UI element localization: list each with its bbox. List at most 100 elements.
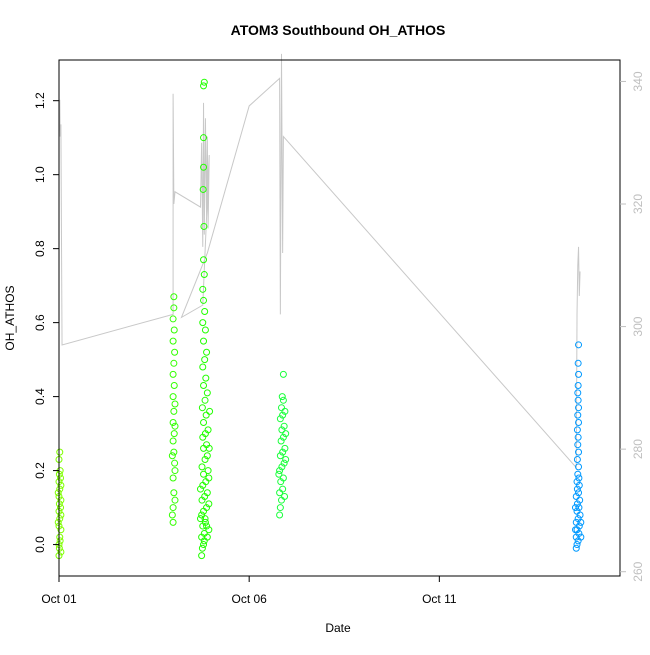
data-point-s0-21 — [57, 504, 65, 512]
data-point-s2-37 — [199, 319, 207, 327]
data-point-s3-12 — [281, 444, 289, 452]
data-point-s4-14 — [572, 492, 580, 500]
data-point-s4-36 — [577, 533, 585, 541]
data-point-s4-24 — [574, 441, 582, 449]
x-tick-label-2: Oct 11 — [422, 592, 457, 606]
data-point-s4-27 — [575, 418, 583, 426]
data-point-s1-19 — [170, 304, 178, 312]
data-point-s4-10 — [573, 507, 581, 515]
data-point-s3-25 — [275, 470, 283, 478]
data-point-s1-0 — [169, 518, 177, 526]
data-point-s3-27 — [281, 407, 289, 415]
data-point-s4-16 — [573, 485, 581, 493]
data-point-s3-8 — [278, 463, 286, 471]
data-point-s2-38 — [201, 308, 209, 316]
data-point-s3-16 — [280, 422, 288, 430]
data-point-s3-1 — [276, 504, 284, 512]
data-point-s2-33 — [201, 356, 209, 364]
data-point-s1-9 — [170, 407, 178, 415]
data-point-s1-14 — [170, 359, 178, 367]
data-point-s3-14 — [279, 433, 287, 441]
y2-tick-label-3: 320 — [631, 194, 645, 214]
plot-frame — [58, 59, 621, 577]
data-point-s2-41 — [200, 271, 208, 279]
data-point-s4-26 — [573, 426, 581, 434]
data-point-s2-32 — [199, 363, 207, 371]
data-point-s4-29 — [575, 404, 583, 412]
data-point-s2-16 — [204, 467, 212, 475]
data-point-s4-11 — [575, 504, 583, 512]
data-point-s3-4 — [279, 485, 287, 493]
data-point-s2-17 — [198, 463, 206, 471]
data-point-s2-6 — [201, 518, 209, 526]
data-point-s4-34 — [574, 359, 582, 367]
data-point-s1-8 — [169, 418, 177, 426]
data-point-s1-5 — [170, 448, 178, 456]
data-point-s0-15 — [57, 526, 65, 534]
data-point-s3-20 — [279, 396, 287, 404]
data-point-s3-10 — [276, 452, 284, 460]
data-point-s3-24 — [282, 430, 290, 438]
secondary-series-line — [58, 53, 581, 469]
data-point-s3-6 — [279, 474, 287, 482]
data-point-s1-16 — [169, 337, 177, 345]
data-point-s0-4 — [56, 515, 64, 523]
data-point-s2-1 — [198, 544, 206, 552]
data-point-s4-28 — [574, 411, 582, 419]
points-layer — [54, 78, 585, 560]
data-point-s1-21 — [171, 467, 179, 475]
data-point-s2-58 — [201, 515, 209, 523]
chart-title: ATOM3 Southbound OH_ATHOS — [231, 22, 446, 38]
data-point-s1-10 — [171, 400, 179, 408]
data-point-s2-43 — [200, 222, 208, 230]
data-point-s4-39 — [572, 504, 579, 512]
data-point-s2-54 — [205, 444, 213, 452]
data-point-s2-29 — [203, 389, 211, 397]
data-point-s3-17 — [276, 415, 284, 423]
x-tick-label-0: Oct 01 — [41, 592, 77, 606]
data-point-s0-17 — [57, 496, 65, 504]
data-point-s0-2 — [56, 533, 64, 541]
y-axis-label: OH_ATHOS — [3, 285, 17, 350]
data-point-s1-12 — [170, 382, 178, 390]
data-point-s1-1 — [169, 504, 177, 512]
data-point-s4-25 — [574, 433, 582, 441]
data-point-s3-21 — [278, 393, 286, 401]
y2-tick-label-2: 300 — [631, 316, 645, 336]
x-axis: Oct 01 Oct 06 Oct 11 — [41, 576, 457, 606]
data-point-s2-39 — [200, 296, 208, 304]
data-point-s1-23 — [171, 422, 179, 430]
data-point-s2-35 — [200, 337, 208, 345]
data-point-s4-17 — [575, 481, 583, 489]
data-point-s2-45 — [200, 163, 208, 171]
data-point-s0-22 — [56, 537, 64, 545]
data-point-s4-22 — [573, 455, 581, 463]
data-point-s2-40 — [199, 285, 207, 293]
data-point-s4-32 — [574, 382, 582, 390]
data-point-s4-15 — [575, 489, 583, 497]
data-point-s2-12 — [203, 489, 211, 497]
data-point-s2-2 — [200, 541, 208, 549]
data-point-s1-18 — [169, 315, 177, 323]
data-point-s3-11 — [279, 448, 287, 456]
data-point-s2-59 — [203, 522, 211, 530]
data-point-s4-1 — [573, 541, 581, 549]
data-point-s2-52 — [196, 515, 204, 523]
data-point-s4-12 — [573, 500, 581, 508]
x-tick-label-1: Oct 06 — [231, 592, 267, 606]
data-point-s2-25 — [200, 418, 208, 426]
data-point-s1-22 — [171, 496, 179, 504]
data-point-s4-30 — [574, 396, 582, 404]
data-point-s4-20 — [574, 470, 582, 478]
data-point-s2-31 — [202, 374, 210, 382]
secondary-line-layer — [58, 53, 581, 469]
y2-axis: 260 280 300 320 340 — [620, 71, 645, 582]
data-point-s3-23 — [282, 455, 290, 463]
y-tick-label-3: 0.6 — [33, 314, 47, 331]
data-point-s2-27 — [198, 404, 206, 412]
data-point-s2-30 — [200, 382, 208, 390]
data-point-s0-8 — [56, 485, 64, 493]
data-point-s2-51 — [205, 474, 213, 482]
